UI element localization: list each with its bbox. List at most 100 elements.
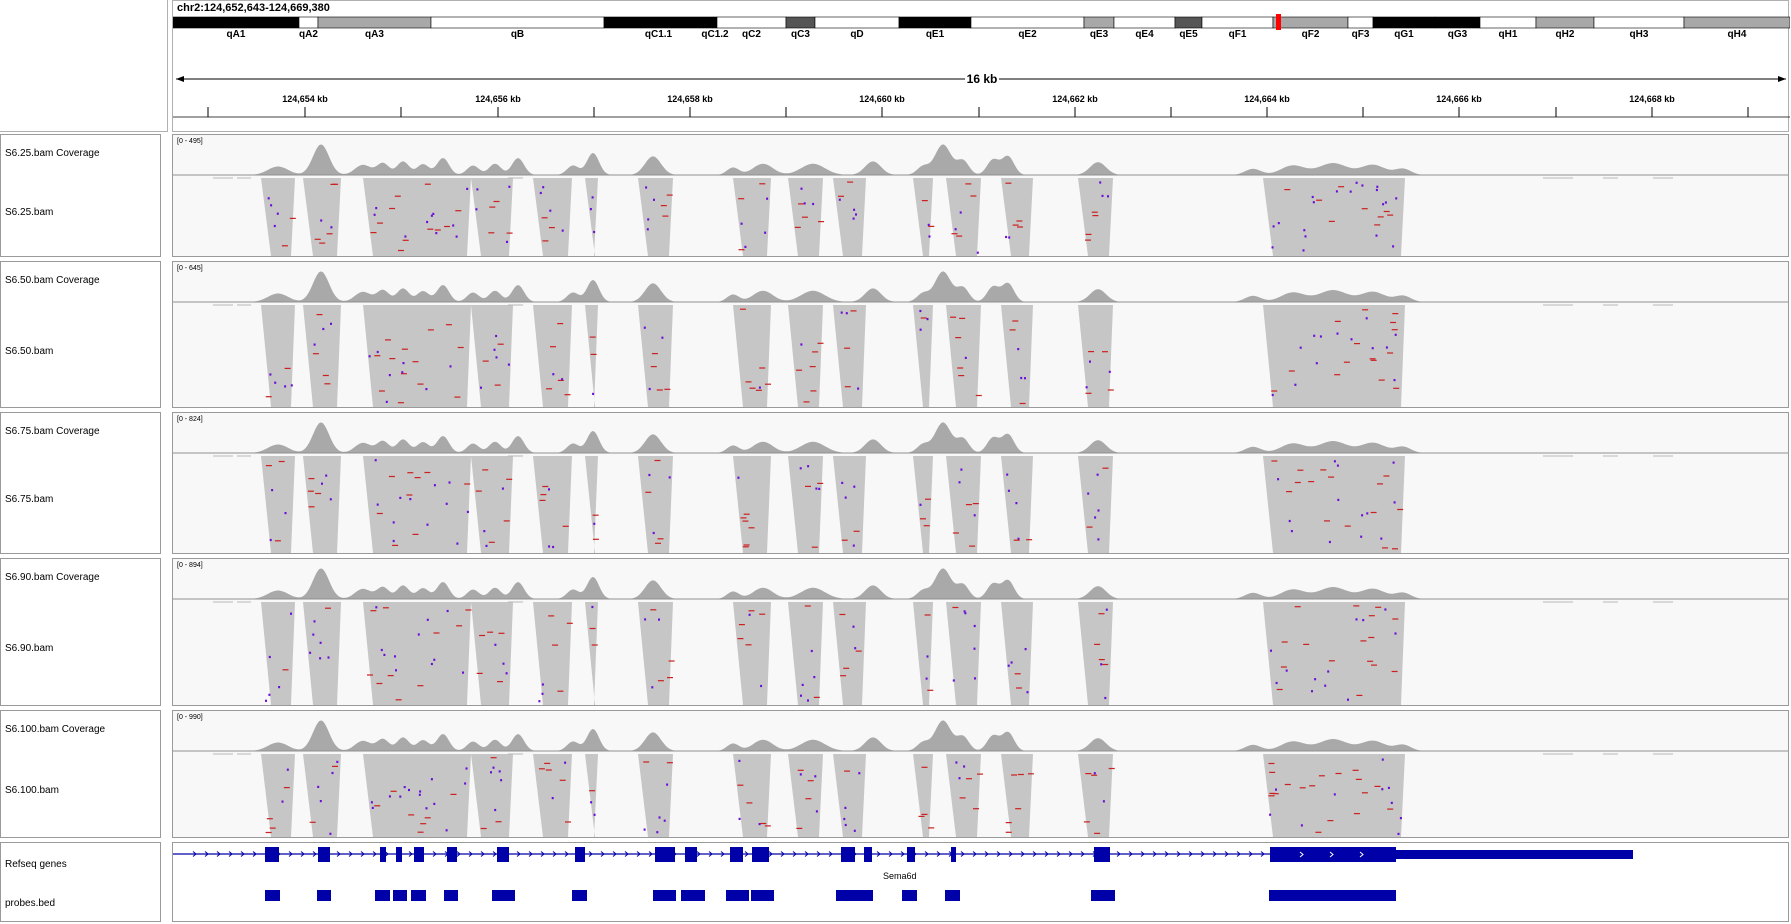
alignment-track-label[interactable]: S6.50.bam	[5, 346, 54, 357]
read-stack[interactable]	[303, 305, 341, 407]
alignment-track-label[interactable]: S6.25.bam	[5, 207, 54, 218]
coverage-track-label[interactable]: S6.90.bam Coverage	[5, 572, 100, 583]
read-stack[interactable]	[363, 178, 471, 256]
read-stack[interactable]	[471, 305, 513, 407]
read-stack[interactable]	[1001, 754, 1033, 837]
probe-feature[interactable]	[411, 890, 426, 901]
cytoband-qE3[interactable]	[1083, 16, 1115, 29]
cytoband-qG3[interactable]	[1434, 16, 1481, 29]
read-stack[interactable]	[913, 602, 933, 705]
alignment-track-panel[interactable]: [0 - 495]	[172, 134, 1789, 257]
probe-feature[interactable]	[265, 890, 280, 901]
read-stack[interactable]	[733, 178, 771, 256]
probe-feature[interactable]	[444, 890, 458, 901]
read-stack[interactable]	[363, 305, 471, 407]
cytoband-qF2[interactable]	[1272, 16, 1349, 29]
cytoband-qF3[interactable]	[1347, 16, 1374, 29]
cytoband-qC1-2[interactable]	[712, 16, 718, 29]
read-stack[interactable]	[261, 456, 295, 553]
read-stack[interactable]	[471, 754, 513, 837]
read-stack[interactable]	[1001, 602, 1033, 705]
cytoband-qE5[interactable]	[1174, 16, 1203, 29]
read-stack[interactable]	[1001, 456, 1033, 553]
read-stack[interactable]	[585, 602, 598, 705]
probe-feature[interactable]	[572, 890, 587, 901]
read-stack[interactable]	[471, 178, 513, 256]
coverage-track-label[interactable]: S6.50.bam Coverage	[5, 275, 100, 286]
read-stack[interactable]	[733, 305, 771, 407]
read-stack[interactable]	[946, 602, 981, 705]
coverage-track-label[interactable]: S6.25.bam Coverage	[5, 148, 100, 159]
gene-exon[interactable]	[1094, 847, 1110, 862]
read-stack[interactable]	[363, 754, 471, 837]
alignment-canvas[interactable]	[173, 559, 1789, 706]
gene-exon[interactable]	[318, 847, 330, 862]
read-stack[interactable]	[1078, 754, 1113, 837]
read-stack[interactable]	[913, 178, 933, 256]
read-stack[interactable]	[788, 754, 823, 837]
cytoband-qC1-1[interactable]	[603, 16, 714, 29]
gene-exon[interactable]	[907, 847, 915, 862]
read-stack[interactable]	[1263, 456, 1405, 553]
gene-exon[interactable]	[265, 847, 279, 862]
read-stack[interactable]	[1078, 305, 1113, 407]
read-stack[interactable]	[533, 754, 572, 837]
probe-feature[interactable]	[1091, 890, 1115, 901]
alignment-track-panel[interactable]: [0 - 824]	[172, 412, 1789, 554]
read-stack[interactable]	[913, 305, 933, 407]
read-stack[interactable]	[261, 754, 295, 837]
cytoband-qE4[interactable]	[1113, 16, 1176, 29]
gene-exon[interactable]	[951, 847, 956, 862]
read-stack[interactable]	[1263, 602, 1405, 705]
cytoband-qA2[interactable]	[298, 16, 319, 29]
probe-feature[interactable]	[945, 890, 960, 901]
read-stack[interactable]	[638, 602, 673, 705]
cytoband-qH2[interactable]	[1535, 16, 1595, 29]
gene-exon[interactable]	[864, 847, 872, 862]
annotation-canvas[interactable]	[173, 843, 1789, 922]
coverage-histogram[interactable]	[173, 720, 1789, 751]
read-stack[interactable]	[1001, 178, 1033, 256]
alignment-track-label[interactable]: S6.75.bam	[5, 494, 54, 505]
read-stack[interactable]	[638, 456, 673, 553]
probes-track-label[interactable]: probes.bed	[5, 898, 56, 909]
cytoband-qA1[interactable]	[173, 16, 300, 29]
cytoband-qH4[interactable]	[1683, 16, 1790, 29]
read-stack[interactable]	[533, 456, 572, 553]
read-stack[interactable]	[946, 754, 981, 837]
coverage-histogram[interactable]	[173, 144, 1789, 175]
coverage-histogram[interactable]	[173, 568, 1789, 599]
alignment-track-panel[interactable]: [0 - 894]	[172, 558, 1789, 706]
gene-exon[interactable]	[497, 847, 509, 862]
read-stack[interactable]	[733, 754, 771, 837]
read-stack[interactable]	[363, 456, 471, 553]
read-stack[interactable]	[533, 602, 572, 705]
read-stack[interactable]	[638, 305, 673, 407]
alignment-track-label[interactable]: S6.90.bam	[5, 643, 54, 654]
reads-group[interactable]	[213, 753, 1673, 837]
read-stack[interactable]	[533, 305, 572, 407]
cytoband-qF1[interactable]	[1201, 16, 1274, 29]
read-stack[interactable]	[471, 602, 513, 705]
ideogram-ruler-canvas[interactable]: qA1 qA2 qA3 qB qC1.1 qC1.2 qC2 qC3 qD qE1 qE2 qE3 qE…	[173, 1, 1790, 133]
coverage-track-label[interactable]: S6.100.bam Coverage	[5, 724, 106, 735]
alignment-track-label[interactable]: S6.100.bam	[5, 785, 59, 796]
probe-feature[interactable]	[726, 890, 749, 901]
read-stack[interactable]	[833, 754, 866, 837]
read-stack[interactable]	[261, 305, 295, 407]
read-stack[interactable]	[1263, 305, 1405, 407]
read-stack[interactable]	[913, 456, 933, 553]
read-stack[interactable]	[788, 602, 823, 705]
read-stack[interactable]	[833, 178, 866, 256]
annotation-panel[interactable]: Sema6d	[172, 842, 1789, 922]
read-stack[interactable]	[303, 754, 341, 837]
alignment-canvas[interactable]	[173, 262, 1789, 408]
read-stack[interactable]	[788, 305, 823, 407]
reads-group[interactable]	[213, 177, 1673, 256]
read-stack[interactable]	[638, 178, 673, 256]
gene-exon[interactable]	[414, 847, 424, 862]
read-stack[interactable]	[585, 178, 598, 256]
gene-exon[interactable]	[685, 847, 697, 862]
read-stack[interactable]	[946, 178, 981, 256]
coverage-histogram[interactable]	[173, 271, 1789, 302]
